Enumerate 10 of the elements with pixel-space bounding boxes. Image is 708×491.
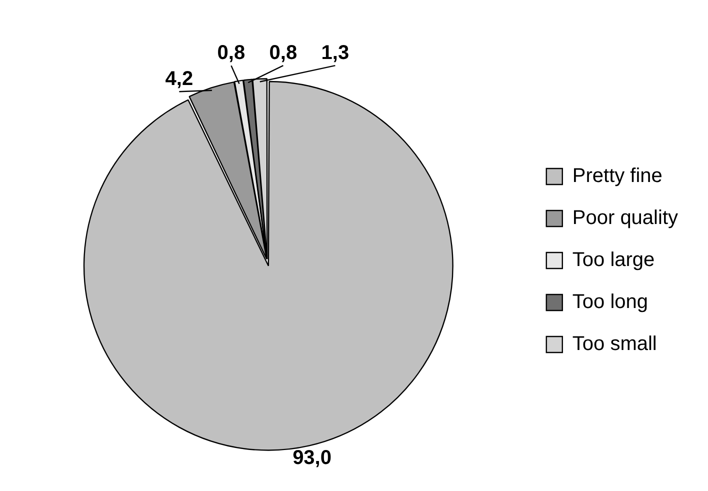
data-label: 0,8 <box>217 42 246 64</box>
data-label: 1,3 <box>321 42 350 64</box>
legend-label: Too small <box>572 333 657 356</box>
legend-label: Poor quality <box>572 207 678 230</box>
legend-label: Too long <box>572 291 648 314</box>
data-label: 0,8 <box>269 42 298 64</box>
legend-label: Too large <box>572 249 655 272</box>
legend-label: Pretty fine <box>572 165 662 188</box>
data-label: 4,2 <box>165 68 194 90</box>
data-label: 93,0 <box>292 446 332 469</box>
